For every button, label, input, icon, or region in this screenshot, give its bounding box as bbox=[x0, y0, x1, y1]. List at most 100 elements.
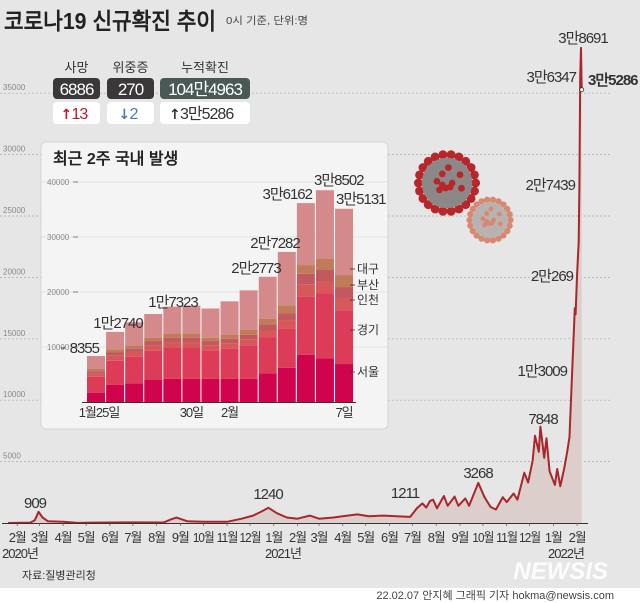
spike bbox=[506, 222, 513, 229]
stat-value: 270 bbox=[118, 80, 144, 99]
bar-total-label: 2만7282 bbox=[250, 235, 300, 252]
inset-title: 최근 2주 국내 발생 bbox=[53, 149, 178, 168]
spike bbox=[446, 206, 456, 216]
spike bbox=[495, 235, 502, 242]
bar-total-label: 1만7323 bbox=[148, 294, 198, 311]
x-tick-label: 9월 bbox=[451, 530, 468, 545]
x-tick-label: 5월 bbox=[78, 530, 95, 545]
spike bbox=[469, 205, 477, 213]
bar-segment-인천 bbox=[335, 297, 354, 311]
spike bbox=[415, 170, 425, 180]
x-tick-label: 2월 bbox=[9, 530, 26, 545]
page-subtitle: 0시 기준, 단위:명 bbox=[226, 14, 308, 27]
x-tick-label: 8월 bbox=[428, 530, 445, 545]
bar-segment-서울 bbox=[87, 392, 105, 402]
spike bbox=[503, 205, 511, 213]
bar-segment-경기 bbox=[220, 348, 239, 379]
bar-segment-경기 bbox=[163, 347, 182, 379]
legend-label-경기: 경기 bbox=[357, 323, 379, 337]
spike bbox=[466, 163, 476, 173]
bar-segment-서울 bbox=[220, 378, 239, 402]
legend-label-대구: 대구 bbox=[357, 262, 379, 276]
bar-segment-other bbox=[106, 331, 125, 350]
spike bbox=[469, 170, 479, 180]
series-line bbox=[7, 46, 583, 524]
spike bbox=[478, 198, 485, 205]
bar-segment-경기 bbox=[106, 360, 125, 385]
bar-total-label: 1만2740 bbox=[93, 315, 143, 332]
x-tick-label: 2월 bbox=[569, 530, 586, 545]
spike bbox=[456, 171, 464, 179]
bar-segment-인천 bbox=[125, 351, 144, 357]
peak-label: 1211 bbox=[391, 485, 420, 502]
inset-y-tick-label: 20000 bbox=[47, 288, 70, 297]
bar-segment-부산 bbox=[144, 341, 163, 346]
virus-large-icon bbox=[413, 150, 481, 216]
bar-segment-부산 bbox=[296, 273, 315, 285]
spike bbox=[484, 211, 490, 216]
bar-segment-경기 bbox=[144, 350, 163, 380]
year-label: 2022년 bbox=[548, 546, 584, 561]
spike bbox=[466, 216, 473, 224]
spike bbox=[466, 193, 476, 203]
peak-label: 1만3009 bbox=[517, 363, 567, 380]
bar-segment-대구 bbox=[239, 329, 258, 335]
bar-segment-other bbox=[163, 306, 182, 334]
spike bbox=[415, 186, 425, 196]
year-label: 2020년 bbox=[2, 546, 38, 561]
peak-label: 3만5286 bbox=[588, 72, 638, 89]
x-tick-label: 5월 bbox=[357, 530, 374, 545]
stat-value-box bbox=[107, 78, 154, 99]
legend-label-서울: 서울 bbox=[357, 365, 379, 379]
bar-segment-경기 bbox=[201, 350, 220, 379]
stat-change-box bbox=[160, 102, 250, 124]
spike bbox=[458, 184, 465, 192]
bar-segment-인천 bbox=[163, 342, 182, 348]
spike bbox=[506, 211, 513, 218]
bar-segment-부산 bbox=[182, 337, 201, 343]
spike bbox=[446, 150, 456, 160]
bar-segment-경기 bbox=[296, 296, 315, 355]
bar-segment-대구 bbox=[335, 275, 354, 288]
spike bbox=[430, 152, 440, 162]
x-tick-label: 8월 bbox=[148, 530, 165, 545]
peak-label: 3268 bbox=[463, 465, 493, 482]
bar-segment-서울 bbox=[315, 358, 334, 402]
bar-segment-인천 bbox=[106, 355, 125, 361]
y-tick-label: 20000 bbox=[3, 267, 26, 276]
bar-segment-인천 bbox=[144, 345, 163, 351]
bar-total-label: 2만2773 bbox=[231, 260, 281, 277]
bar-segment-other bbox=[335, 208, 354, 276]
bar-segment-서울 bbox=[144, 380, 163, 402]
spike bbox=[496, 211, 502, 217]
spike bbox=[430, 204, 440, 214]
bar-segment-인천 bbox=[220, 343, 239, 349]
x-tick-label: 7월 bbox=[124, 530, 141, 545]
x-tick-label: 12월 bbox=[240, 530, 261, 545]
peak-label: 7848 bbox=[528, 411, 558, 428]
bar-segment-인천 bbox=[277, 320, 296, 329]
bar-segment-other bbox=[182, 305, 201, 334]
bar-segment-대구 bbox=[144, 337, 163, 342]
stat-deaths: 사망 6886 ↑ 13 bbox=[53, 60, 100, 124]
bar-total-label: 3만8502 bbox=[314, 172, 364, 189]
bar-segment-경기 bbox=[182, 347, 201, 379]
bar-segment-서울 bbox=[163, 378, 182, 402]
bar-segment-대구 bbox=[182, 333, 201, 338]
spike bbox=[495, 198, 502, 205]
peak-label: 3만8691 bbox=[558, 30, 608, 47]
credit-line: 22.02.07 안지혜 그래픽 기자 hokma@newsis.com bbox=[376, 589, 614, 602]
bar-segment-other bbox=[125, 322, 144, 346]
inset-x-tick-label: 30일 bbox=[180, 405, 203, 420]
year-label: 2021년 bbox=[265, 546, 301, 561]
spike bbox=[423, 156, 433, 166]
peak-label: 3만6347 bbox=[526, 69, 576, 86]
bar-segment-인천 bbox=[296, 284, 315, 297]
bar-segment-other bbox=[258, 276, 277, 319]
spike bbox=[413, 178, 423, 188]
bar-segment-경기 bbox=[87, 376, 105, 393]
x-tick-label: 4월 bbox=[55, 530, 72, 545]
x-tick-label: 11월 bbox=[496, 530, 517, 545]
